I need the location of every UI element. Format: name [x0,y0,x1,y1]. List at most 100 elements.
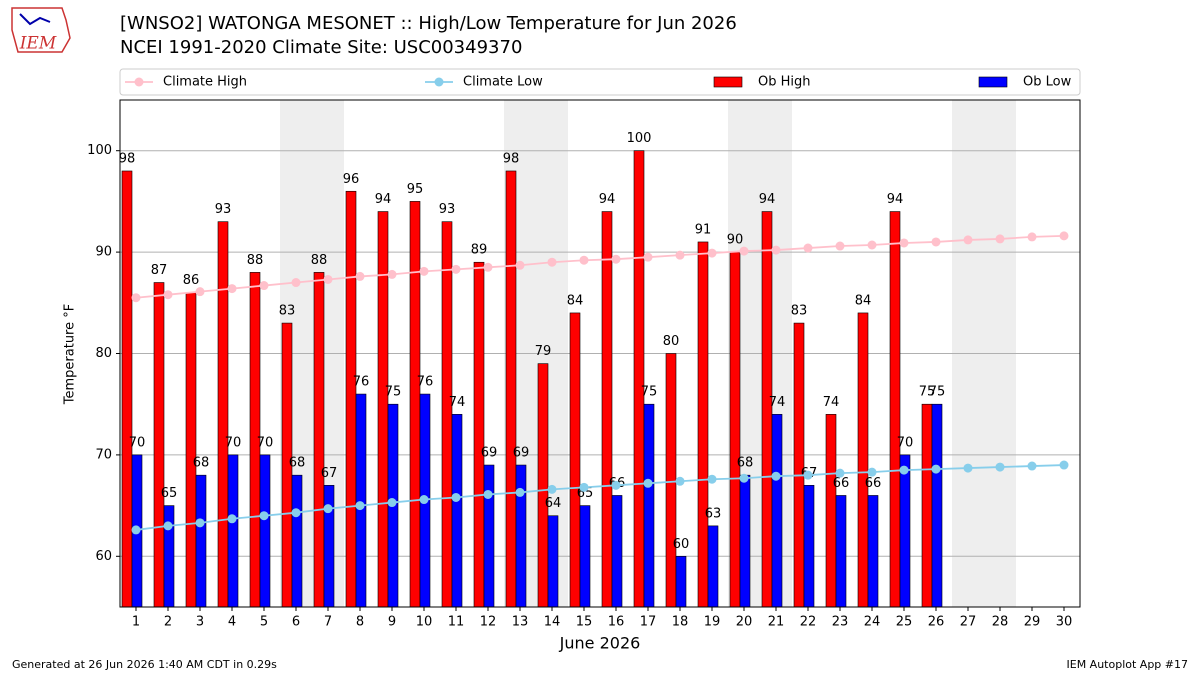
bar-value-label: 88 [311,253,328,268]
bar-value-label: 93 [215,202,232,217]
x-tick-label: 14 [544,615,561,630]
bar [515,464,527,608]
bar [217,221,229,608]
line-point [259,511,269,521]
bar-value-label: 75 [929,385,946,400]
chart-title: [WNSO2] WATONGA MESONET :: High/Low Temp… [120,13,737,34]
x-tick-label: 30 [1056,615,1073,630]
bar-value-label: 95 [407,182,424,197]
bar-value-label: 66 [833,476,850,491]
line-point [771,245,781,255]
bar [345,190,357,608]
bar [697,241,709,608]
line-point [707,248,717,258]
bar [409,201,421,608]
legend-box [119,68,1081,96]
bar-value-label: 80 [663,334,680,349]
bar [579,505,591,608]
bar-value-label: 74 [449,395,466,410]
line-point [387,269,397,279]
legend-label: Ob Low [1023,75,1072,90]
bar [569,312,581,608]
x-tick-label: 21 [768,615,785,630]
legend-label: Climate High [163,75,247,90]
bar [889,211,901,608]
line-point [355,501,365,511]
x-tick-label: 6 [292,615,300,630]
bar [473,261,485,608]
x-tick-label: 11 [448,615,465,630]
line-point [483,262,493,272]
x-tick-label: 25 [896,615,913,630]
line-point [643,252,653,262]
bar-value-label: 70 [129,435,146,450]
line-point [643,478,653,488]
bar [771,414,783,608]
footer-right: IEM Autoplot App #17 [1067,658,1189,671]
bar-value-label: 75 [385,385,402,400]
bar-value-label: 75 [919,385,936,400]
line-point [195,287,205,297]
legend-swatch [978,76,1008,88]
bar-value-label: 74 [823,395,840,410]
x-tick-label: 15 [576,615,593,630]
bar [483,464,495,608]
line-point [963,235,973,245]
bar [185,292,197,608]
legend-swatch [713,76,743,88]
bar-value-label: 93 [439,202,456,217]
legend-label: Ob High [758,75,811,90]
x-tick-label: 17 [640,615,657,630]
bar-value-label: 68 [737,456,754,471]
line-point [867,240,877,250]
x-tick-label: 18 [672,615,689,630]
bar-value-label: 94 [375,192,392,207]
x-tick-label: 5 [260,615,268,630]
x-tick-label: 4 [228,615,236,630]
line-point [867,467,877,477]
x-tick-label: 7 [324,615,332,630]
bar-value-label: 89 [471,243,488,258]
bar-value-label: 67 [321,466,338,481]
bar-value-label: 75 [641,385,658,400]
x-tick-label: 13 [512,615,529,630]
x-tick-label: 10 [416,615,433,630]
bar [441,221,453,608]
bar [739,474,751,608]
bar [259,454,271,608]
x-tick-label: 3 [196,615,204,630]
bar-value-label: 96 [343,172,360,187]
bar [313,272,325,608]
x-tick-label: 29 [1024,615,1041,630]
line-point [483,489,493,499]
bar-value-label: 94 [599,192,616,207]
x-tick-label: 9 [388,615,396,630]
bar [899,454,911,608]
line-point [131,525,141,535]
line-point [291,278,301,288]
bar-value-label: 76 [417,375,434,390]
line-point [611,254,621,264]
bar [675,555,687,608]
line-point [131,293,141,303]
x-tick-label: 19 [704,615,721,630]
bar [835,495,847,608]
logo: IEM [11,7,71,54]
bar-value-label: 63 [705,506,722,521]
plot-frame [119,99,1081,608]
legend-swatch [134,77,144,87]
bar [355,393,367,608]
line-point [323,504,333,514]
line-point [451,492,461,502]
logo-icon [19,13,51,26]
bar [921,403,933,608]
y-tick-label: 100 [87,143,112,158]
x-tick-label: 24 [864,615,881,630]
bar [195,474,207,608]
line-point [675,250,685,260]
line-point [259,281,269,291]
bar [121,170,133,608]
line [135,464,1065,531]
x-tick-label: 20 [736,615,753,630]
line-point [739,246,749,256]
